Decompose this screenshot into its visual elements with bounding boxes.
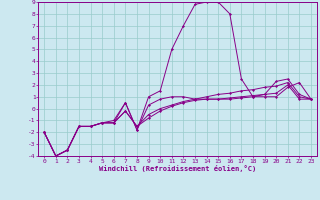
X-axis label: Windchill (Refroidissement éolien,°C): Windchill (Refroidissement éolien,°C): [99, 165, 256, 172]
